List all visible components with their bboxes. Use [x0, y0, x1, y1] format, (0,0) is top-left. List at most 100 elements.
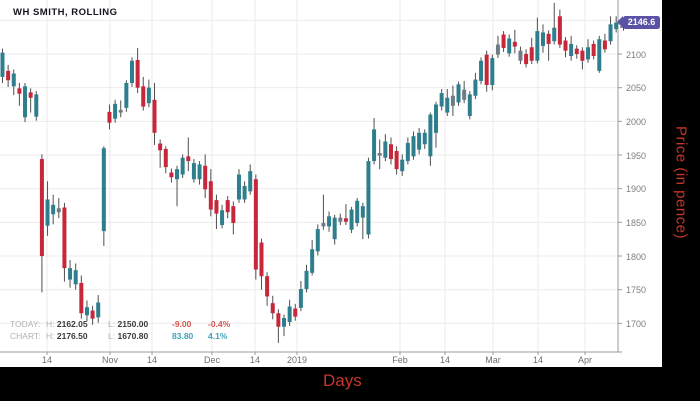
- candle-up: [332, 217, 337, 240]
- candle-up: [428, 114, 433, 157]
- bottom-band: Days: [0, 367, 662, 401]
- y-tick-label: 2100: [626, 49, 647, 60]
- candle-up: [473, 79, 478, 96]
- candle-up: [304, 270, 309, 290]
- candle-up: [248, 171, 253, 192]
- candle-down: [512, 41, 517, 47]
- candle-up: [383, 141, 388, 158]
- y-tick-label: 1900: [626, 184, 647, 195]
- candle-down: [79, 282, 84, 314]
- candle-up: [282, 317, 286, 327]
- candle-up: [411, 136, 416, 157]
- candle-down: [602, 40, 607, 50]
- candle-up: [45, 199, 50, 226]
- candle-up: [608, 24, 613, 42]
- chart-title: WH SMITH, ROLLING: [13, 7, 118, 18]
- candle-down: [546, 33, 551, 44]
- y-tick-label: 1950: [626, 150, 647, 161]
- candle-up: [439, 93, 444, 107]
- candle-up: [124, 82, 129, 108]
- last-price-badge[interactable]: 2146.6: [617, 16, 660, 29]
- stats-panel: TODAY: H: 2162.05 L: 2150.00 -9.00 -0.4% CHA…: [10, 318, 230, 342]
- candle-flat: [518, 50, 523, 61]
- candle-down: [6, 70, 11, 81]
- candle-up: [287, 306, 292, 323]
- candle-up: [101, 148, 106, 232]
- candle-down: [214, 200, 219, 214]
- candle-up: [298, 289, 303, 308]
- candle-up: [507, 38, 512, 54]
- candle-up: [552, 27, 557, 42]
- x-tick-label: 14: [41, 355, 52, 365]
- candle-down: [135, 60, 140, 88]
- right-band: Price (in pence): [662, 0, 700, 401]
- candle-down: [28, 92, 33, 98]
- candle-up: [434, 104, 439, 133]
- candle-flat: [56, 208, 61, 213]
- candle-down: [107, 111, 112, 123]
- candle-down: [580, 50, 585, 61]
- candle-up: [146, 87, 151, 104]
- candle-down: [563, 40, 568, 51]
- chart-high-value: 2176.50: [56, 331, 88, 341]
- candle-up: [310, 249, 315, 273]
- candle-flat: [377, 152, 382, 156]
- candle-down: [163, 148, 168, 168]
- candle-up: [220, 210, 225, 226]
- candle-down: [208, 181, 213, 210]
- today-low-key: L:: [108, 319, 116, 329]
- today-label: TODAY:: [10, 319, 41, 329]
- candle-down: [484, 54, 489, 85]
- candle-up: [0, 52, 5, 77]
- candle-up: [445, 97, 450, 113]
- candle-up: [405, 142, 410, 162]
- candlestick-plot[interactable]: [0, 0, 662, 367]
- candle-down: [270, 303, 275, 314]
- candle-up: [34, 94, 39, 117]
- y-tick-label: 2000: [626, 116, 647, 127]
- candle-down: [169, 172, 174, 178]
- x-tick-label: Dec: [203, 355, 220, 365]
- chart-label: CHART:: [10, 331, 41, 341]
- candle-down: [39, 159, 44, 257]
- plot-region: WH SMITH, ROLLING 2146.6 TODAY: H: 2162.0…: [0, 0, 662, 367]
- candle-up: [197, 164, 202, 180]
- y-tick-label: 1800: [626, 251, 647, 262]
- candle-up: [614, 22, 619, 30]
- candle-flat: [321, 223, 326, 227]
- candle-up: [535, 31, 540, 61]
- candle-up: [96, 302, 101, 318]
- x-tick-label: 14: [532, 355, 543, 365]
- y-axis-title: Price (in pence): [672, 125, 690, 240]
- candle-down: [276, 313, 281, 327]
- today-high-key: H:: [46, 319, 55, 329]
- candle-down: [253, 179, 258, 270]
- candle-down: [62, 207, 67, 269]
- candle-flat: [338, 217, 343, 222]
- candle-flat: [118, 109, 123, 113]
- candle-down: [394, 150, 399, 170]
- candle-up: [540, 32, 545, 46]
- candle-down: [231, 206, 236, 224]
- y-tick-label: 1750: [626, 285, 647, 296]
- today-low-value: 2150.00: [117, 319, 149, 329]
- candle-up: [113, 103, 118, 119]
- candle-up: [467, 94, 472, 116]
- chart-stats-row: CHART: H: 2176.50 L: 1670.80 83.80 4.1%: [10, 330, 230, 342]
- candle-up: [327, 216, 332, 227]
- candle-down: [388, 144, 393, 160]
- candle-up: [51, 204, 56, 215]
- candle-up: [191, 163, 196, 180]
- chart-change: 83.80: [172, 331, 194, 341]
- candle-up: [23, 86, 28, 118]
- last-price-value: 2146.6: [627, 17, 656, 27]
- x-tick-label: Nov: [101, 355, 118, 365]
- candle-up: [242, 185, 247, 200]
- candle-up: [479, 60, 484, 81]
- x-tick-label: 14: [146, 355, 157, 365]
- chart-high-key: H:: [46, 331, 55, 341]
- candle-down: [186, 156, 191, 162]
- candle-flat: [462, 89, 467, 100]
- candle-down: [225, 200, 230, 213]
